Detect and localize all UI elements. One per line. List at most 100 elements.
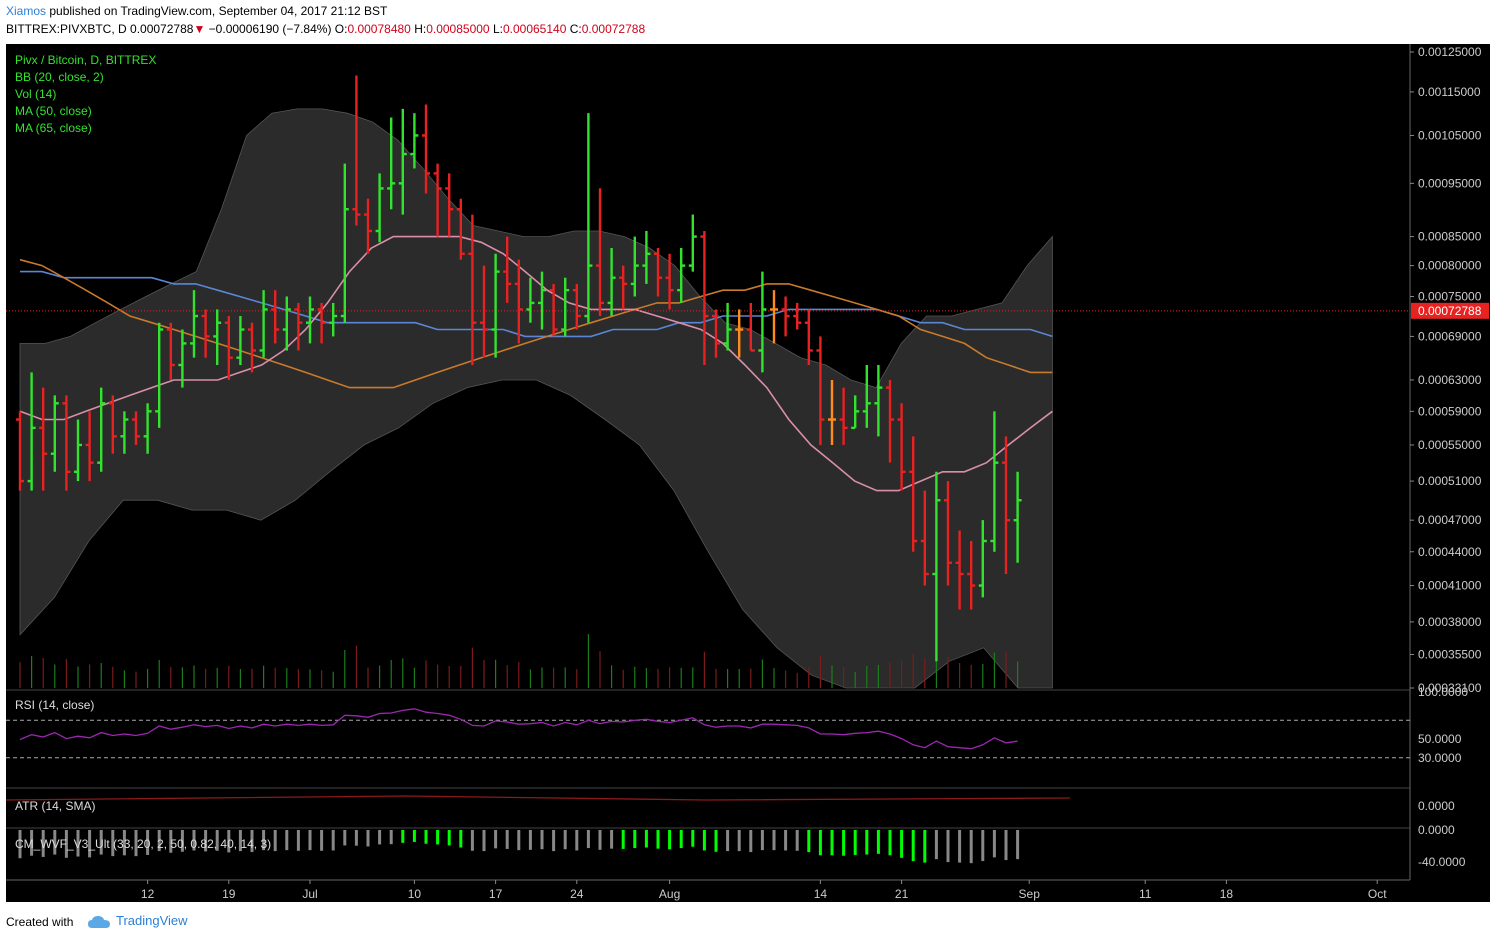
high-value: 0.00085000 <box>426 22 490 36</box>
pane-label: RSI (14, close) <box>15 698 94 712</box>
time-tick-label: 24 <box>570 887 584 901</box>
price-tick-label: 0.00038000 <box>1418 615 1482 629</box>
ohlc-bar <box>677 247 686 303</box>
atr-line <box>6 795 1071 801</box>
ohlc-bar <box>190 290 198 358</box>
ohlc-bar <box>514 259 523 344</box>
price-tick-label: 0.00063000 <box>1418 373 1482 387</box>
legend: RSI (14, close) ATR (14, SMA) CM_WVF_V3_Ul… <box>15 53 271 851</box>
ohlc-bar <box>108 395 117 454</box>
last-price: 0.00072788 <box>130 22 194 36</box>
time-tick-label: Sep <box>1019 887 1041 901</box>
ohlc-bar <box>596 188 604 317</box>
close-value: 0.00072788 <box>581 22 646 36</box>
legend-entry: BB (20, close, 2) <box>15 70 104 84</box>
time-axis[interactable]: 12 19 Jul 10 17 24 Aug 14 21 Sep 11 18 Oct <box>141 880 1387 901</box>
price-tick-label: 0.00035500 <box>1418 647 1482 661</box>
price-tick-label: 0.00055000 <box>1418 438 1482 452</box>
price-tick-label: 0.00051000 <box>1418 474 1482 488</box>
ohlc-bar <box>735 309 744 358</box>
rsi-tick-label: 100.0000 <box>1418 685 1468 699</box>
price-tick-label: 0.00115000 <box>1418 85 1481 99</box>
wvf-tick-label: 0.0000 <box>1418 823 1455 837</box>
ohlc-bar <box>712 309 720 358</box>
ohlc-bar <box>944 481 952 586</box>
ohlc-bars <box>16 75 1022 662</box>
ohlc-bar <box>862 364 871 428</box>
ohlc-bar <box>201 309 210 358</box>
time-tick-label: 17 <box>489 887 503 901</box>
last-price-tag <box>1411 302 1489 319</box>
wvf-tick-label: -40.0000 <box>1418 855 1466 869</box>
rsi-tick-label: 30.0000 <box>1418 751 1462 765</box>
ohlc-bar <box>1002 436 1010 575</box>
price-tick-label: 0.00033100 <box>1418 681 1482 695</box>
ohlc-bar <box>16 411 24 491</box>
price-tick-label: 0.00095000 <box>1418 176 1482 190</box>
ohlc-bar <box>770 290 778 344</box>
time-tick-label: 11 <box>1139 887 1152 901</box>
ohlc-bar <box>561 277 570 337</box>
ma65-line <box>19 258 1053 389</box>
ohlc-bar <box>654 247 662 297</box>
ohlc-bar <box>422 104 430 194</box>
price-tick-label: 0.00041000 <box>1418 579 1482 593</box>
ohlc-bar <box>166 322 175 380</box>
ohlc-bar <box>839 387 848 445</box>
time-tick-label: 19 <box>222 887 236 901</box>
ohlc-bar <box>410 113 419 169</box>
pane-label: ATR (14, SMA) <box>15 799 95 813</box>
ohlc-bar <box>572 283 581 330</box>
pane-label: CM_WVF_V3_Ult (33, 20, 2, 50, 0.82, 40, … <box>15 837 271 851</box>
ohlc-bar <box>526 277 535 323</box>
ohlc-bar <box>50 395 59 472</box>
ohlc-bar <box>874 364 883 437</box>
ohlc-bar <box>352 75 361 226</box>
legend-entry: Vol (14) <box>15 87 56 101</box>
price-tick-label: 0.00059000 <box>1418 404 1482 418</box>
ohlc-bar <box>364 198 372 254</box>
sub-panes <box>6 708 1410 864</box>
ohlc-bar <box>387 117 396 210</box>
tradingview-brand-link[interactable]: TradingView <box>116 913 188 928</box>
ohlc-bar <box>213 309 222 365</box>
ohlc-bar <box>549 283 558 337</box>
ohlc-bar <box>491 253 500 358</box>
ohlc-bar <box>340 163 349 323</box>
legend-entry: Pivx / Bitcoin, D, BITTREX <box>15 53 156 67</box>
ohlc-bar <box>329 302 338 337</box>
ohlc-bar <box>851 395 860 430</box>
ohlc-bar <box>282 296 291 351</box>
ohlc-bar <box>967 540 976 610</box>
price-tick-label: 0.00047000 <box>1418 513 1482 527</box>
price-tick-label: 0.00125000 <box>1418 45 1482 59</box>
ohlc-bar <box>398 108 407 215</box>
ohlc-bar <box>480 265 488 358</box>
price-axis[interactable]: 0.00072788 0.00125000 0.00115000 0.00105000… <box>1410 45 1489 869</box>
ohlc-bar <box>445 173 454 237</box>
author-link[interactable]: Xiamos <box>6 4 47 18</box>
ohlc-bar <box>433 163 442 237</box>
bb-basis-line <box>19 235 1053 492</box>
chart-canvas[interactable]: 0.00072788 0.00125000 0.00115000 0.00105000… <box>6 44 1490 902</box>
ohlc-bar <box>120 411 129 454</box>
ohlc-bar <box>688 214 697 272</box>
ohlc-bar <box>248 322 256 373</box>
time-tick-label: 18 <box>1220 887 1234 901</box>
price-tick-label: 0.00069000 <box>1418 329 1482 343</box>
created-with-text: Created with <box>6 915 74 929</box>
ohlc-bar <box>178 329 187 388</box>
ohlc-bar <box>746 302 755 352</box>
indicator-lines <box>6 235 1410 492</box>
ohlc-bar <box>804 309 813 365</box>
low-value: 0.00065140 <box>502 22 567 36</box>
down-arrow-icon: ▼ <box>193 22 206 36</box>
ohlc-bar <box>584 113 593 323</box>
ohlc-bar <box>630 236 639 297</box>
ohlc-bar <box>456 198 465 260</box>
time-tick-label: 21 <box>895 887 909 901</box>
change: −0.00006190 (−7.84%) <box>208 22 332 36</box>
ohlc-bar <box>828 379 836 445</box>
time-tick-label: Aug <box>659 887 680 901</box>
symbol: BITTREX:PIVXBTC, D <box>6 22 127 36</box>
